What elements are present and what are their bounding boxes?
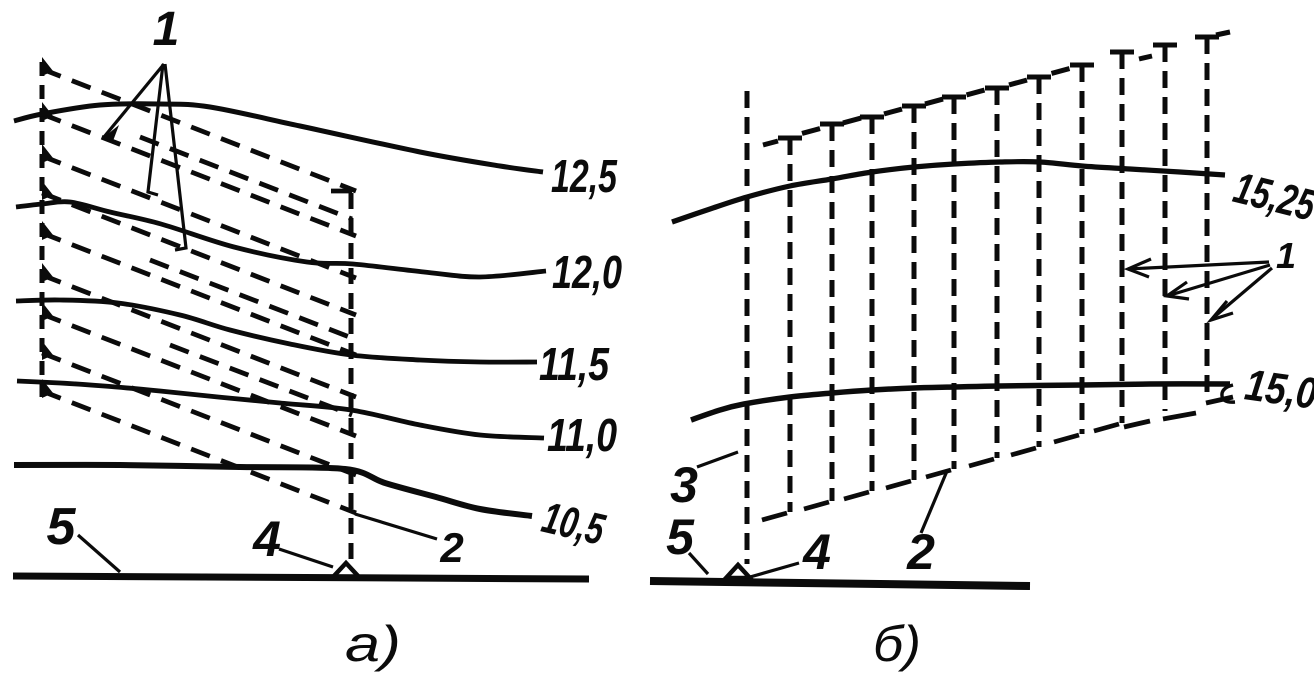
svg-text:4: 4 [252,511,281,567]
svg-text:12,0: 12,0 [552,246,622,298]
svg-text:11,5: 11,5 [539,338,610,390]
svg-text:4: 4 [802,524,831,580]
svg-text:1: 1 [1276,235,1296,276]
svg-text:1: 1 [153,3,180,56]
svg-text:2: 2 [906,524,935,580]
svg-text:12,5: 12,5 [551,150,618,202]
svg-text:15,0: 15,0 [1242,360,1314,419]
svg-text:б): б) [873,616,921,672]
svg-text:2: 2 [439,524,463,571]
svg-text:3: 3 [670,457,698,513]
svg-text:а): а) [345,616,401,672]
svg-text:11,0: 11,0 [547,409,617,461]
svg-text:5: 5 [47,498,77,556]
svg-text:5: 5 [666,509,695,565]
